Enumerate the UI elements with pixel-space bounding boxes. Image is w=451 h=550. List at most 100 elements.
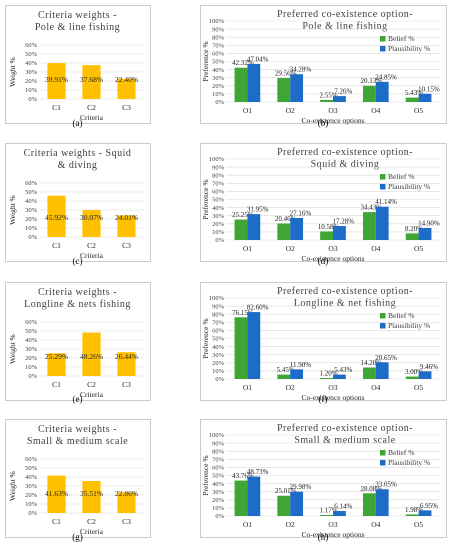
bar-c1 [47,353,66,376]
y-tick-label: 20% [212,83,225,90]
chart-frame [5,5,151,124]
chart-title-line-2: & diving [58,160,98,171]
bar-c3 [117,215,136,237]
category-label-o4: O4 [371,244,380,253]
data-label-o3-series-1: 2.55% [319,91,337,99]
bar-o3-series-2 [333,226,346,240]
bar-o2-series-2 [290,74,304,102]
bar-o1-series-1 [234,219,248,240]
x-axis-label: Criteria [80,390,104,399]
data-label-o2-series-1: 20.46% [275,215,297,223]
y-tick-label: 20% [25,355,38,362]
y-tick-label: 40% [25,337,38,344]
y-tick-label: 90% [212,26,225,33]
chart-panel-a: Criteria weights -Pole & line fishing 0% 1… [5,5,151,128]
chart-title-line-1: Criteria weights - [38,424,117,435]
y-tick-label: 70% [212,43,225,50]
y-tick-label: 10% [212,368,225,375]
chart-title-line-2: Small & medium scale [294,435,395,446]
bar-c3 [117,492,136,513]
bar-c3 [117,352,136,376]
category-label-c1: C1 [52,103,61,112]
category-label-o4: O4 [371,383,380,392]
data-label-c1: 45.92% [45,213,68,222]
y-axis-label: Weight % [8,334,17,364]
category-label-o1: O1 [243,106,252,115]
category-label-o1: O1 [243,520,252,529]
category-label-o2: O2 [286,106,295,115]
y-tick-label: 50% [212,59,225,66]
chart-panel-d: Preferred co-existence option-Squid & di… [200,143,447,266]
category-label-o1: O1 [243,244,252,253]
y-tick-label: 70% [212,320,225,327]
chart-frame [200,143,447,262]
bar-o3-series-2 [333,374,346,379]
legend-swatch-plausibility [380,184,386,190]
panel-label: (b) [318,118,329,128]
category-label-c1: C1 [52,517,61,526]
chart-panel-b: Preferred co-existence option-Pole & lin… [200,5,447,128]
y-axis-label: Preference % [201,179,210,219]
chart-title-line-2: Longline & nets fishing [24,299,131,310]
y-axis-label: Weight % [8,195,17,225]
legend-label-belief: Belief % [388,34,414,43]
y-tick-label: 60% [212,465,225,472]
y-tick-label: 60% [212,328,225,335]
bar-o2-series-2 [290,218,304,240]
bar-o1-series-2 [247,476,261,516]
y-tick-label: 0% [28,234,37,241]
data-label-o1-series-2: 82.60% [247,304,269,312]
data-label-o1-series-1: 43.76% [232,472,254,480]
y-axis-label: Preference % [201,455,210,495]
chart-title-line-2: Longline & net fishing [294,298,396,309]
x-axis-label: Co-existence options [301,116,364,125]
chart-frame [5,143,151,262]
data-label-o3-series-1: 1.20% [319,370,337,378]
category-label-c3: C3 [122,241,131,250]
y-tick-label: 70% [212,457,225,464]
bar-o5-series-2 [418,227,432,240]
category-label-c3: C3 [122,380,131,389]
y-tick-label: 60% [212,51,225,58]
y-axis-label: Weight % [8,57,17,87]
data-label-o2-series-1: 25.01% [275,487,297,495]
data-label-o5-series-2: 9.46% [420,363,438,371]
y-tick-label: 10% [212,505,225,512]
bar-o3-series-1 [320,231,333,240]
bar-o5-series-1 [405,376,419,379]
category-label-c2: C2 [87,241,96,250]
category-label-o1: O1 [243,383,252,392]
category-label-o4: O4 [371,106,380,115]
bar-c1 [47,195,66,237]
data-label-o4-series-2: 20.65% [375,354,397,362]
bar-o2-series-1 [277,374,291,379]
y-tick-label: 40% [25,474,38,481]
y-tick-label: 100% [209,295,225,302]
y-tick-label: 30% [25,483,38,490]
y-tick-label: 100% [209,156,225,163]
y-tick-label: 10% [212,91,225,98]
y-tick-label: 50% [212,473,225,480]
y-tick-label: 50% [25,189,38,196]
bar-o1-series-2 [247,214,261,240]
category-label-o5: O5 [414,383,423,392]
chart-panel-c: Criteria weights - Squid& diving 0% 10% 20%… [5,143,151,266]
bar-o4-series-2 [375,206,389,240]
panel-label: (d) [318,256,329,266]
y-tick-label: 50% [25,328,38,335]
x-axis-label: Criteria [80,527,104,536]
bar-o4-series-2 [375,489,389,516]
legend-swatch-plausibility [380,460,386,466]
data-label-c3: 22.40% [115,75,138,84]
data-label-o1-series-2: 31.95% [247,206,269,214]
legend-label-plausibility: Plausibility % [388,44,430,53]
y-tick-label: 10% [25,364,38,371]
bar-o5-series-2 [418,93,432,102]
chart-title-line-2: Pole & line fishing [302,21,387,32]
y-tick-label: 30% [212,352,225,359]
category-label-o3: O3 [328,383,337,392]
bar-o2-series-1 [277,495,291,516]
bar-c2 [82,481,101,513]
data-label-o5-series-2: 10.15% [418,85,440,93]
chart-panel-f: Preferred co-existence option-Longline &… [200,282,447,404]
